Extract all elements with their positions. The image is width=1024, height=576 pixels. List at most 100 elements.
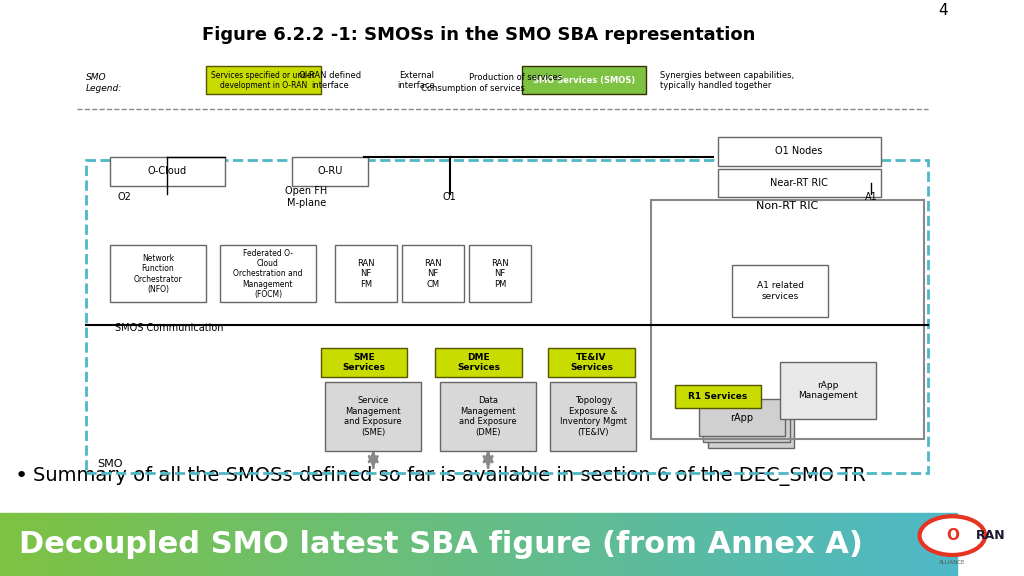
FancyBboxPatch shape xyxy=(110,245,206,302)
Bar xyxy=(100,513,105,576)
Bar xyxy=(727,513,732,576)
Bar xyxy=(460,513,464,576)
Bar xyxy=(531,513,536,576)
FancyBboxPatch shape xyxy=(435,348,521,377)
Text: 4: 4 xyxy=(938,2,947,17)
Bar xyxy=(9,513,14,576)
Bar xyxy=(67,513,72,576)
Text: Service
Management
and Exposure
(SME): Service Management and Exposure (SME) xyxy=(344,396,402,437)
Bar xyxy=(804,513,809,576)
Bar xyxy=(718,513,723,576)
Bar xyxy=(292,513,297,576)
Text: Services specified or under
development in O-RAN: Services specified or under development … xyxy=(211,70,315,90)
Text: O1: O1 xyxy=(443,192,457,202)
Text: SMOS Communication: SMOS Communication xyxy=(115,323,223,333)
Bar xyxy=(607,513,612,576)
FancyBboxPatch shape xyxy=(110,157,225,185)
Bar xyxy=(445,513,450,576)
Bar xyxy=(29,513,34,576)
Bar xyxy=(732,513,737,576)
Bar xyxy=(211,513,215,576)
Bar xyxy=(369,513,374,576)
Bar xyxy=(564,513,569,576)
Bar xyxy=(344,513,349,576)
Text: Near-RT RIC: Near-RT RIC xyxy=(770,178,828,188)
Bar xyxy=(14,513,19,576)
Bar xyxy=(315,513,321,576)
FancyBboxPatch shape xyxy=(326,382,421,450)
Bar xyxy=(589,513,593,576)
Bar xyxy=(354,513,358,576)
Bar xyxy=(172,513,177,576)
Bar xyxy=(761,513,766,576)
Bar xyxy=(182,513,186,576)
Bar xyxy=(938,513,943,576)
Bar xyxy=(541,513,546,576)
FancyBboxPatch shape xyxy=(521,66,646,94)
Bar xyxy=(110,513,115,576)
Bar xyxy=(775,513,780,576)
Text: Production of services: Production of services xyxy=(469,73,562,82)
Bar xyxy=(838,513,842,576)
Bar xyxy=(278,513,283,576)
Bar xyxy=(77,513,81,576)
FancyBboxPatch shape xyxy=(402,245,464,302)
Bar xyxy=(148,513,154,576)
Bar xyxy=(694,513,698,576)
Bar xyxy=(483,513,488,576)
Text: O-RAN defined
interface: O-RAN defined interface xyxy=(299,70,361,90)
Bar xyxy=(383,513,388,576)
Bar xyxy=(546,513,550,576)
Bar xyxy=(660,513,666,576)
Bar xyxy=(746,513,752,576)
Bar xyxy=(560,513,564,576)
Bar xyxy=(335,513,340,576)
Bar xyxy=(215,513,220,576)
Bar xyxy=(943,513,947,576)
Bar xyxy=(799,513,804,576)
Bar xyxy=(637,513,641,576)
Bar xyxy=(249,513,254,576)
Bar xyxy=(229,513,234,576)
Bar xyxy=(474,513,478,576)
Bar xyxy=(378,513,383,576)
Bar xyxy=(412,513,417,576)
Bar xyxy=(81,513,86,576)
Bar xyxy=(450,513,455,576)
Bar xyxy=(651,513,655,576)
Bar xyxy=(598,513,603,576)
Bar xyxy=(311,513,315,576)
Bar xyxy=(784,513,790,576)
Bar xyxy=(507,513,512,576)
Bar xyxy=(24,513,29,576)
Bar xyxy=(402,513,407,576)
Bar xyxy=(220,513,225,576)
Bar xyxy=(321,513,326,576)
Bar xyxy=(349,513,354,576)
Bar xyxy=(809,513,813,576)
Bar xyxy=(526,513,531,576)
Bar xyxy=(120,513,125,576)
Text: SMO: SMO xyxy=(97,459,123,469)
Bar xyxy=(574,513,579,576)
Bar xyxy=(57,513,62,576)
Bar xyxy=(407,513,412,576)
Bar xyxy=(536,513,541,576)
Bar xyxy=(397,513,402,576)
Bar xyxy=(306,513,311,576)
Text: Non-RT RIC: Non-RT RIC xyxy=(756,201,818,211)
Bar xyxy=(254,513,258,576)
Bar xyxy=(666,513,670,576)
Bar xyxy=(125,513,129,576)
Bar xyxy=(388,513,392,576)
Bar xyxy=(703,513,709,576)
FancyBboxPatch shape xyxy=(206,66,321,94)
Text: SME
Services: SME Services xyxy=(342,353,385,372)
Text: •: • xyxy=(14,467,28,486)
Bar xyxy=(876,513,881,576)
Bar xyxy=(756,513,761,576)
Bar xyxy=(0,513,5,576)
Circle shape xyxy=(920,516,985,555)
Bar xyxy=(947,513,952,576)
Bar xyxy=(579,513,584,576)
